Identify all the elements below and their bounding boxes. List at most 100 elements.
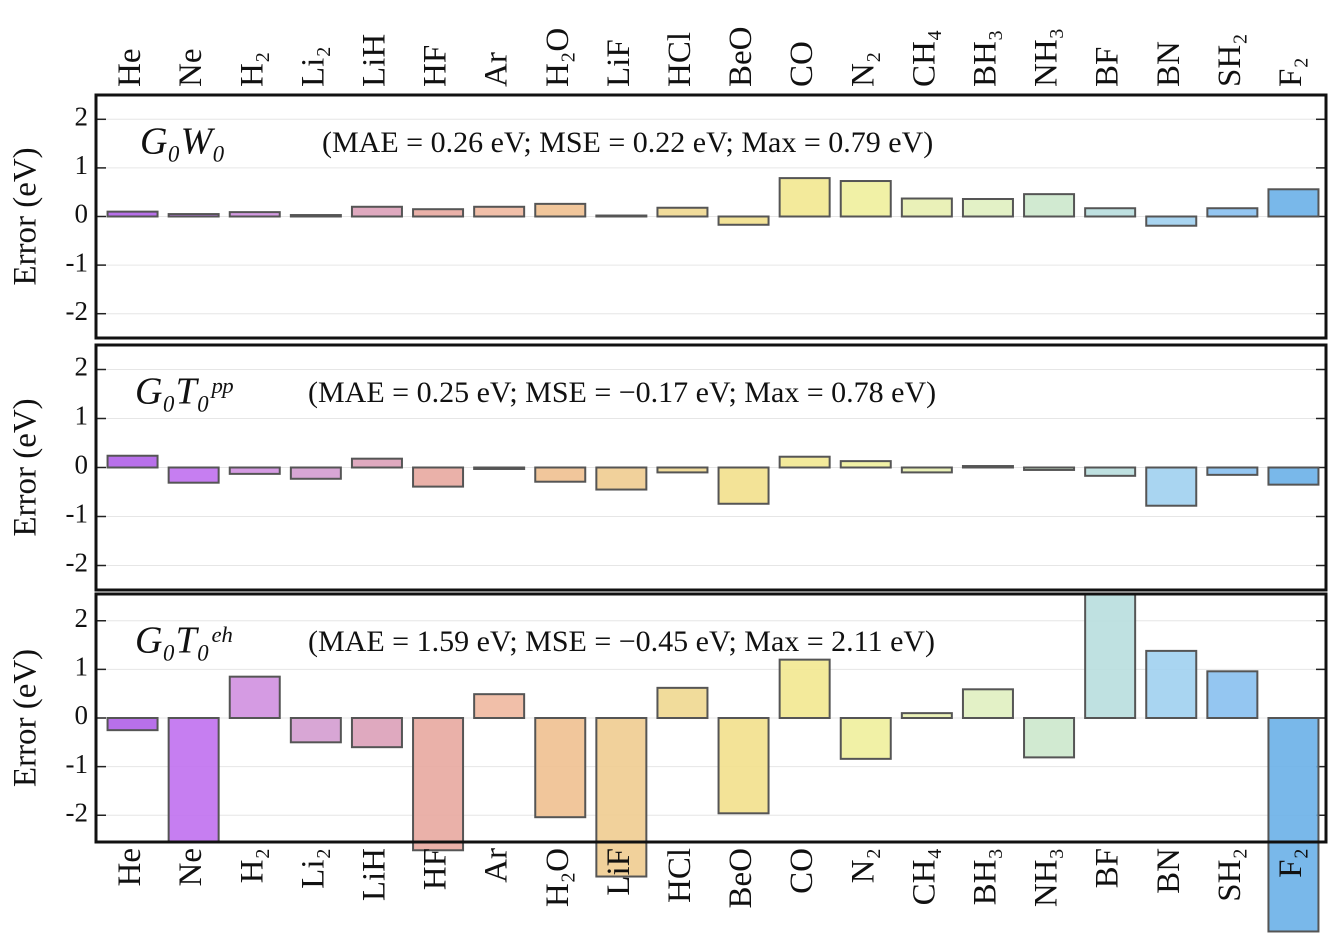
x-tick-label: BF [1090, 47, 1126, 87]
y-tick-label: 2 [75, 102, 89, 132]
x-tick-label: BH₃ [968, 30, 1004, 87]
bar [717, 717, 770, 815]
y-tick-label: 0 [75, 199, 89, 229]
bar [717, 466, 770, 505]
y-tick-label: 2 [75, 603, 89, 633]
x-tick-label: BF [1090, 848, 1126, 888]
y-tick-label: -2 [66, 548, 89, 578]
bar [656, 206, 709, 218]
y-tick-label: 0 [75, 450, 89, 480]
bar [595, 466, 648, 491]
bar [167, 213, 220, 218]
y-tick-label: -1 [66, 749, 89, 779]
bar [1206, 466, 1259, 476]
bar [350, 717, 403, 749]
bar [106, 454, 159, 469]
x-tick-label: Li₂ [295, 848, 331, 889]
bar [1023, 466, 1076, 471]
x-tick-label: F₂ [1273, 57, 1309, 87]
bar [1084, 593, 1137, 719]
bar [900, 197, 953, 218]
x-tick-label: N₂ [845, 848, 881, 883]
bar [350, 205, 403, 218]
x-tick-label: LiF [601, 39, 637, 87]
panel-frame [94, 592, 1328, 844]
panel-frame [94, 93, 1328, 340]
bar [473, 693, 526, 719]
x-tick-label: CH₄ [906, 848, 942, 905]
bar [839, 717, 892, 760]
bar [839, 460, 892, 469]
bar [1145, 649, 1198, 719]
annotation: (MAE = 0.25 eV; MSE = −0.17 eV; Max = 0.… [308, 376, 936, 409]
bar [656, 466, 709, 474]
bar [106, 210, 159, 218]
x-tick-label: HCl [662, 848, 698, 903]
x-tick-label: H₂ [234, 848, 270, 883]
bar [534, 202, 587, 218]
bar [1206, 207, 1259, 218]
x-tick-label: F₂ [1273, 848, 1309, 878]
bar [1145, 215, 1198, 227]
x-tick-label: BeO [723, 848, 759, 909]
bar [1206, 670, 1259, 719]
x-tick-label: HF [418, 848, 454, 890]
x-tick-label: Li₂ [295, 46, 331, 87]
x-tick-label: CO [784, 41, 820, 87]
bar [473, 205, 526, 218]
x-tick-label: HCl [662, 32, 698, 87]
bar [900, 466, 953, 474]
x-tick-label: He [112, 49, 148, 87]
y-tick-label: -1 [66, 247, 89, 277]
x-tick-label: SH₂ [1212, 33, 1248, 87]
bar [167, 717, 220, 843]
bar [1145, 466, 1198, 507]
bar [228, 675, 281, 720]
x-tick-label: LiF [601, 848, 637, 896]
bar [1267, 717, 1320, 933]
panel-frame [94, 343, 1328, 592]
bar [1084, 207, 1137, 218]
bar [1267, 466, 1320, 486]
bar [167, 466, 220, 484]
bar [412, 208, 465, 218]
y-tick-label: 1 [75, 150, 89, 180]
bar [961, 465, 1014, 469]
y-tick-label: 2 [75, 352, 89, 382]
bar [961, 198, 1014, 218]
bar [595, 717, 648, 878]
x-tick-label: BN [1151, 848, 1187, 894]
y-axis-label: Error (eV) [8, 398, 44, 536]
x-tick-label: LiH [357, 34, 393, 87]
bar [289, 717, 342, 744]
bar [961, 688, 1014, 720]
x-tick-label: NH₃ [1029, 848, 1065, 907]
x-tick-label: LiH [357, 848, 393, 901]
bar [778, 658, 831, 719]
bar [289, 466, 342, 480]
panel-title: G₀W₀ [140, 121, 226, 163]
panel-title: G₀T₀ᵉʰ [135, 620, 232, 662]
bar [595, 214, 648, 218]
annotation: (MAE = 0.26 eV; MSE = 0.22 eV; Max = 0.7… [322, 126, 933, 159]
x-tick-label: Ne [173, 49, 209, 87]
bar [1084, 466, 1137, 477]
x-tick-label: He [112, 848, 148, 886]
bar [1023, 717, 1076, 759]
y-tick-label: -2 [66, 797, 89, 827]
bar [228, 466, 281, 475]
y-tick-label: -1 [66, 499, 89, 529]
bar [289, 214, 342, 218]
x-tick-label: H₂ [234, 52, 270, 87]
bar [106, 717, 159, 732]
x-tick-label: Ne [173, 848, 209, 886]
y-axis-label: Error (eV) [8, 649, 44, 787]
bar [900, 712, 953, 720]
x-tick-label: Ar [479, 52, 515, 87]
bar [473, 466, 526, 470]
bar [534, 466, 587, 483]
bar [839, 180, 892, 218]
x-tick-label: HF [418, 45, 454, 87]
x-tick-label: BN [1151, 41, 1187, 87]
